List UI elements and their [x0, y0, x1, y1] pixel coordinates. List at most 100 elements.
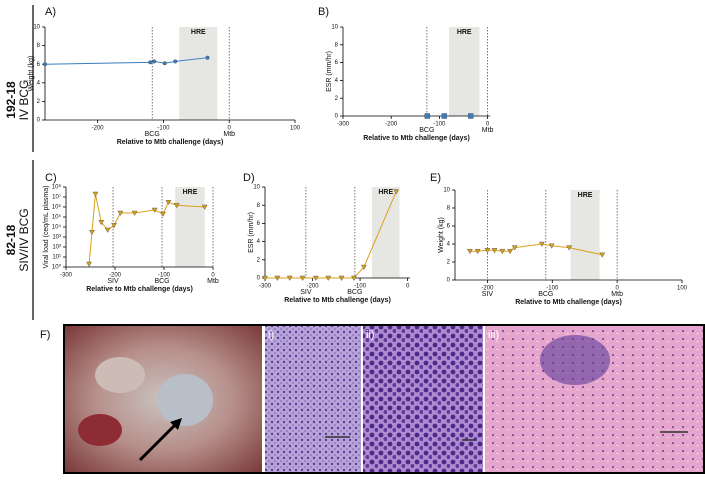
- event-label: SIV: [482, 291, 494, 298]
- x-tick-label: -100: [354, 284, 367, 290]
- x-tick-label: -100: [433, 122, 446, 128]
- panel-frame: [63, 324, 705, 474]
- x-tick-label: 0: [486, 122, 490, 128]
- marker: [131, 210, 138, 216]
- marker: [474, 248, 481, 255]
- marker: [173, 59, 178, 64]
- x-tick-label: 100: [677, 286, 688, 292]
- marker: [361, 264, 367, 270]
- x-tick-label: -300: [60, 273, 73, 279]
- panel-label: D): [243, 172, 255, 184]
- x-tick-label: -200: [92, 126, 105, 132]
- row-id: 82-18: [4, 224, 18, 255]
- y-tick-label: 4: [37, 80, 41, 86]
- image-label: i): [268, 329, 274, 341]
- x-tick-label: -200: [385, 122, 398, 128]
- panel-label: F): [40, 329, 50, 341]
- panel-label: A): [45, 6, 56, 18]
- event-label: SIV: [300, 289, 312, 296]
- y-tick-label: 10: [253, 185, 260, 191]
- x-tick-label: -300: [337, 122, 350, 128]
- hre-label: HRE: [191, 29, 206, 36]
- event-label: BCG: [347, 289, 362, 296]
- x-tick-label: -200: [307, 284, 320, 290]
- y-tick-label: 10: [33, 25, 40, 31]
- hre-label: HRE: [578, 192, 593, 199]
- y-tick-label: 6: [257, 221, 261, 227]
- y-tick-label: 10⁶: [52, 204, 62, 211]
- y-tick-label: 2: [257, 257, 261, 263]
- marker: [151, 207, 158, 213]
- x-tick-label: -200: [481, 286, 494, 292]
- y-tick-label: 0: [335, 114, 339, 120]
- x-axis-title: Relative to Mtb challenge (days): [363, 135, 470, 142]
- marker: [92, 191, 99, 197]
- x-tick-label: 0: [406, 284, 410, 290]
- micrograph: [363, 326, 483, 472]
- row-group: IV BCG: [17, 80, 31, 121]
- y-tick-label: 8: [257, 203, 261, 209]
- organ: [95, 357, 145, 393]
- panel-label: B): [318, 6, 329, 18]
- marker: [205, 55, 210, 60]
- marker: [43, 62, 48, 67]
- marker: [351, 275, 357, 281]
- marker: [325, 275, 332, 281]
- marker: [507, 248, 513, 255]
- event-label: Mtb: [207, 278, 219, 285]
- marker: [201, 204, 208, 210]
- y-tick-label: 2: [447, 260, 451, 266]
- marker: [539, 241, 545, 247]
- marker: [98, 220, 105, 226]
- y-tick-label: 4: [257, 239, 261, 245]
- hre-label: HRE: [183, 189, 198, 196]
- y-axis-title: ESR (mm/hr): [248, 212, 255, 253]
- event-label: Mtb: [482, 127, 494, 134]
- y-tick-label: 10³: [52, 235, 61, 241]
- x-tick-label: -200: [109, 273, 122, 279]
- marker: [274, 275, 281, 281]
- x-tick-label: 0: [211, 273, 215, 279]
- y-tick-label: 10⁷: [52, 194, 61, 201]
- arrow-head: [170, 418, 182, 430]
- y-axis-title: ESR (mm/hr): [326, 51, 333, 92]
- event-label: BCG: [538, 291, 553, 298]
- row-id: 192-18: [4, 81, 18, 119]
- hre-band: [449, 27, 480, 116]
- marker: [111, 223, 117, 229]
- panel-label: E): [430, 172, 441, 184]
- y-tick-label: 4: [447, 242, 451, 248]
- marker: [511, 245, 518, 251]
- x-tick-label: -100: [158, 273, 171, 279]
- x-axis-title: Relative to Mtb challenge (days): [86, 286, 193, 293]
- marker: [299, 275, 306, 281]
- y-tick-label: 10: [331, 25, 338, 31]
- x-tick-label: -300: [259, 284, 272, 290]
- marker: [162, 61, 167, 66]
- x-tick-label: -100: [546, 286, 559, 292]
- marker: [424, 113, 431, 119]
- marker: [491, 248, 498, 254]
- micrograph: [265, 326, 361, 472]
- x-axis-title: Relative to Mtb challenge (days): [515, 299, 622, 306]
- marker: [117, 210, 124, 216]
- event-label: SIV: [107, 278, 119, 285]
- marker: [468, 113, 474, 119]
- hre-band: [371, 187, 400, 278]
- y-tick-label: 8: [37, 43, 41, 49]
- hre-band: [175, 187, 205, 267]
- row-group: SIV/IV BCG: [17, 208, 31, 271]
- y-tick-label: 10⁴: [52, 224, 62, 231]
- marker: [148, 60, 153, 65]
- marker: [393, 189, 400, 195]
- marker: [566, 245, 572, 251]
- marker: [599, 252, 606, 258]
- x-tick-label: 0: [615, 286, 619, 292]
- y-axis-title: Weight (kg): [438, 217, 445, 253]
- y-tick-label: 10: [443, 188, 450, 194]
- marker: [86, 261, 92, 267]
- image-label: ii): [366, 329, 375, 341]
- image-label: iii): [488, 329, 499, 341]
- scale-bars: [325, 431, 688, 441]
